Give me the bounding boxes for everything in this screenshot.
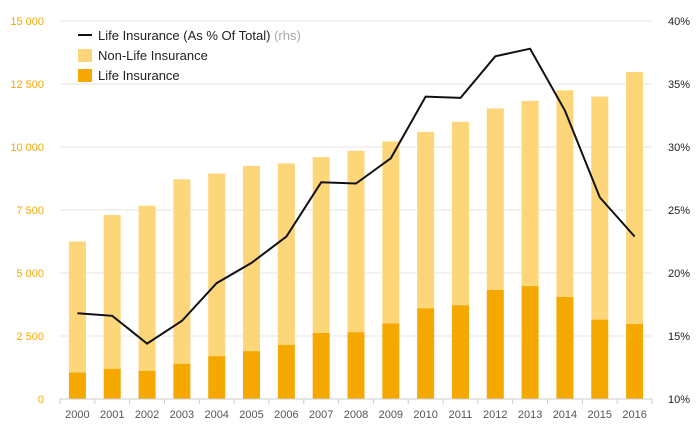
axes: 0 2 500 5 000 7 500 10 000 12 500 15 000 10% 15%… — [10, 16, 690, 421]
bar-life-insurance — [521, 286, 539, 399]
x-tick-label: 2002 — [135, 409, 159, 421]
bars — [68, 71, 644, 399]
x-tick-label: 2004 — [204, 409, 228, 421]
y-right-tick-label: 40% — [668, 16, 690, 28]
line-series — [77, 47, 636, 345]
bar-non-life-insurance — [312, 157, 330, 333]
x-tick-label: 2008 — [344, 409, 368, 421]
legend-swatch-non-life — [78, 49, 92, 62]
y-left-tick-label: 0 — [38, 394, 44, 406]
y-right-tick-label: 30% — [668, 142, 690, 154]
bar-non-life-insurance — [417, 131, 435, 309]
bar-non-life-insurance — [68, 241, 86, 373]
legend: Life Insurance (As % Of Total) (rhs) Non-… — [78, 28, 301, 83]
bar-non-life-insurance — [626, 71, 644, 324]
y-left-tick-label: 2 500 — [16, 331, 44, 343]
bar-life-insurance — [417, 308, 435, 399]
bar-non-life-insurance — [591, 96, 609, 320]
bar-life-insurance — [591, 319, 609, 399]
legend-swatch-life — [78, 69, 92, 82]
bar-non-life-insurance — [173, 179, 191, 364]
y-right-tick-label: 10% — [668, 394, 690, 406]
bar-non-life-insurance — [382, 141, 400, 324]
bar-non-life-insurance — [451, 121, 469, 306]
bar-non-life-insurance — [243, 165, 261, 352]
x-tick-label: 2014 — [553, 409, 577, 421]
bar-non-life-insurance — [556, 90, 574, 297]
bar-non-life-insurance — [138, 205, 156, 371]
legend-label-life-insurance-pct: Life Insurance (As % Of Total) (rhs) — [98, 28, 301, 43]
y-right-tick-label: 25% — [668, 205, 690, 217]
legend-label-non-life-insurance: Non-Life Insurance — [98, 48, 208, 63]
x-tick-label: 2000 — [65, 409, 89, 421]
y-left-tick-label: 7 500 — [16, 205, 44, 217]
x-tick-label: 2016 — [622, 409, 646, 421]
bar-non-life-insurance — [103, 215, 121, 369]
bar-life-insurance — [138, 370, 156, 399]
x-tick-label: 2009 — [379, 409, 403, 421]
bar-life-insurance — [382, 323, 400, 399]
bar-non-life-insurance — [208, 173, 226, 357]
legend-label-life-insurance: Life Insurance — [98, 68, 180, 83]
y-left-tick-label: 5 000 — [16, 268, 44, 280]
bar-non-life-insurance — [521, 100, 539, 287]
y-right-tick-label: 15% — [668, 331, 690, 343]
x-tick-label: 2013 — [518, 409, 542, 421]
bar-life-insurance — [103, 368, 121, 399]
x-tick-label: 2007 — [309, 409, 333, 421]
bar-life-insurance — [347, 332, 365, 399]
x-tick-label: 2003 — [170, 409, 194, 421]
bar-life-insurance — [277, 344, 295, 399]
bar-life-insurance — [68, 372, 86, 399]
x-tick-label: 2001 — [100, 409, 124, 421]
legend-suffix-rhs: (rhs) — [274, 28, 301, 43]
bar-life-insurance — [173, 363, 191, 399]
bar-non-life-insurance — [347, 150, 365, 333]
x-tick-label: 2010 — [413, 409, 437, 421]
y-right-tick-label: 20% — [668, 268, 690, 280]
x-tick-label: 2011 — [449, 409, 473, 421]
bar-life-insurance — [243, 351, 261, 399]
bar-life-insurance — [208, 356, 226, 399]
x-tick-label: 2005 — [239, 409, 263, 421]
x-tick-label: 2012 — [483, 409, 507, 421]
bar-life-insurance — [312, 332, 330, 399]
y-left-tick-label: 12 500 — [10, 79, 44, 91]
bar-life-insurance — [626, 323, 644, 399]
y-left-tick-label: 15 000 — [10, 16, 44, 28]
y-left-tick-label: 10 000 — [10, 142, 44, 154]
bar-life-insurance — [486, 289, 504, 399]
bar-non-life-insurance — [277, 163, 295, 345]
bar-non-life-insurance — [486, 108, 504, 290]
x-tick-label: 2015 — [588, 409, 612, 421]
bar-life-insurance — [451, 305, 469, 399]
bar-life-insurance — [556, 296, 574, 399]
x-tick-label: 2006 — [274, 409, 298, 421]
y-right-tick-label: 35% — [668, 79, 690, 91]
